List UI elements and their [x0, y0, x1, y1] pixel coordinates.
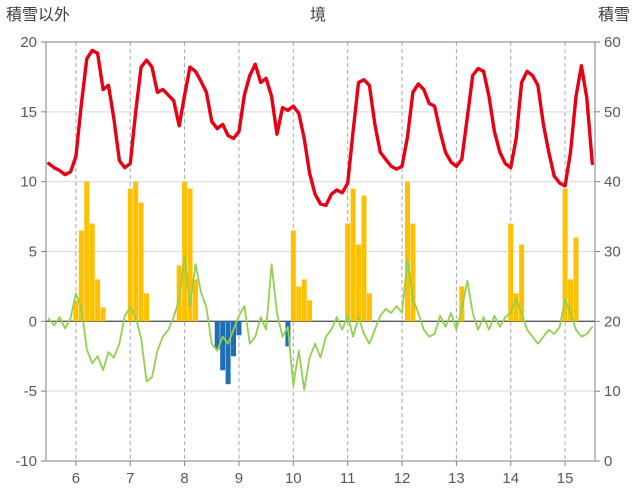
- svg-text:0: 0: [29, 313, 37, 330]
- svg-text:10: 10: [20, 174, 37, 191]
- right-axis-tick-labels: 0 10 20 30 40 50 60: [604, 34, 621, 470]
- red-line: [47, 48, 594, 208]
- svg-text:11: 11: [340, 470, 356, 487]
- svg-text:20: 20: [20, 34, 37, 51]
- right-axis-title: 積雪: [597, 7, 630, 24]
- svg-text:10: 10: [285, 470, 302, 487]
- svg-text:20: 20: [604, 313, 621, 330]
- left-axis-title: 積雪以外: [6, 7, 71, 24]
- svg-text:-5: -5: [24, 383, 37, 400]
- blue-bars: [214, 321, 291, 385]
- svg-text:14: 14: [502, 470, 519, 487]
- tick-marks: [41, 41, 600, 466]
- svg-text:0: 0: [604, 453, 612, 470]
- left-axis-tick-labels: -10 -5 0 5 10 15 20: [15, 34, 37, 470]
- svg-text:13: 13: [448, 470, 465, 487]
- chart-title: 境: [309, 7, 326, 24]
- svg-text:30: 30: [604, 244, 621, 261]
- svg-text:15: 15: [557, 470, 574, 487]
- svg-text:40: 40: [604, 174, 621, 191]
- svg-text:60: 60: [604, 34, 621, 51]
- svg-text:15: 15: [20, 104, 37, 121]
- green-line: [47, 256, 594, 391]
- svg-text:8: 8: [180, 470, 188, 487]
- svg-text:7: 7: [126, 470, 134, 487]
- svg-text:-10: -10: [15, 453, 37, 470]
- svg-text:5: 5: [29, 244, 37, 261]
- svg-text:9: 9: [235, 470, 243, 487]
- x-axis-tick-labels: 6 7 8 9 10 11 12 13 14 15: [72, 470, 574, 487]
- svg-text:6: 6: [72, 470, 80, 487]
- svg-text:10: 10: [604, 383, 621, 400]
- svg-text:50: 50: [604, 104, 621, 121]
- svg-text:12: 12: [394, 470, 411, 487]
